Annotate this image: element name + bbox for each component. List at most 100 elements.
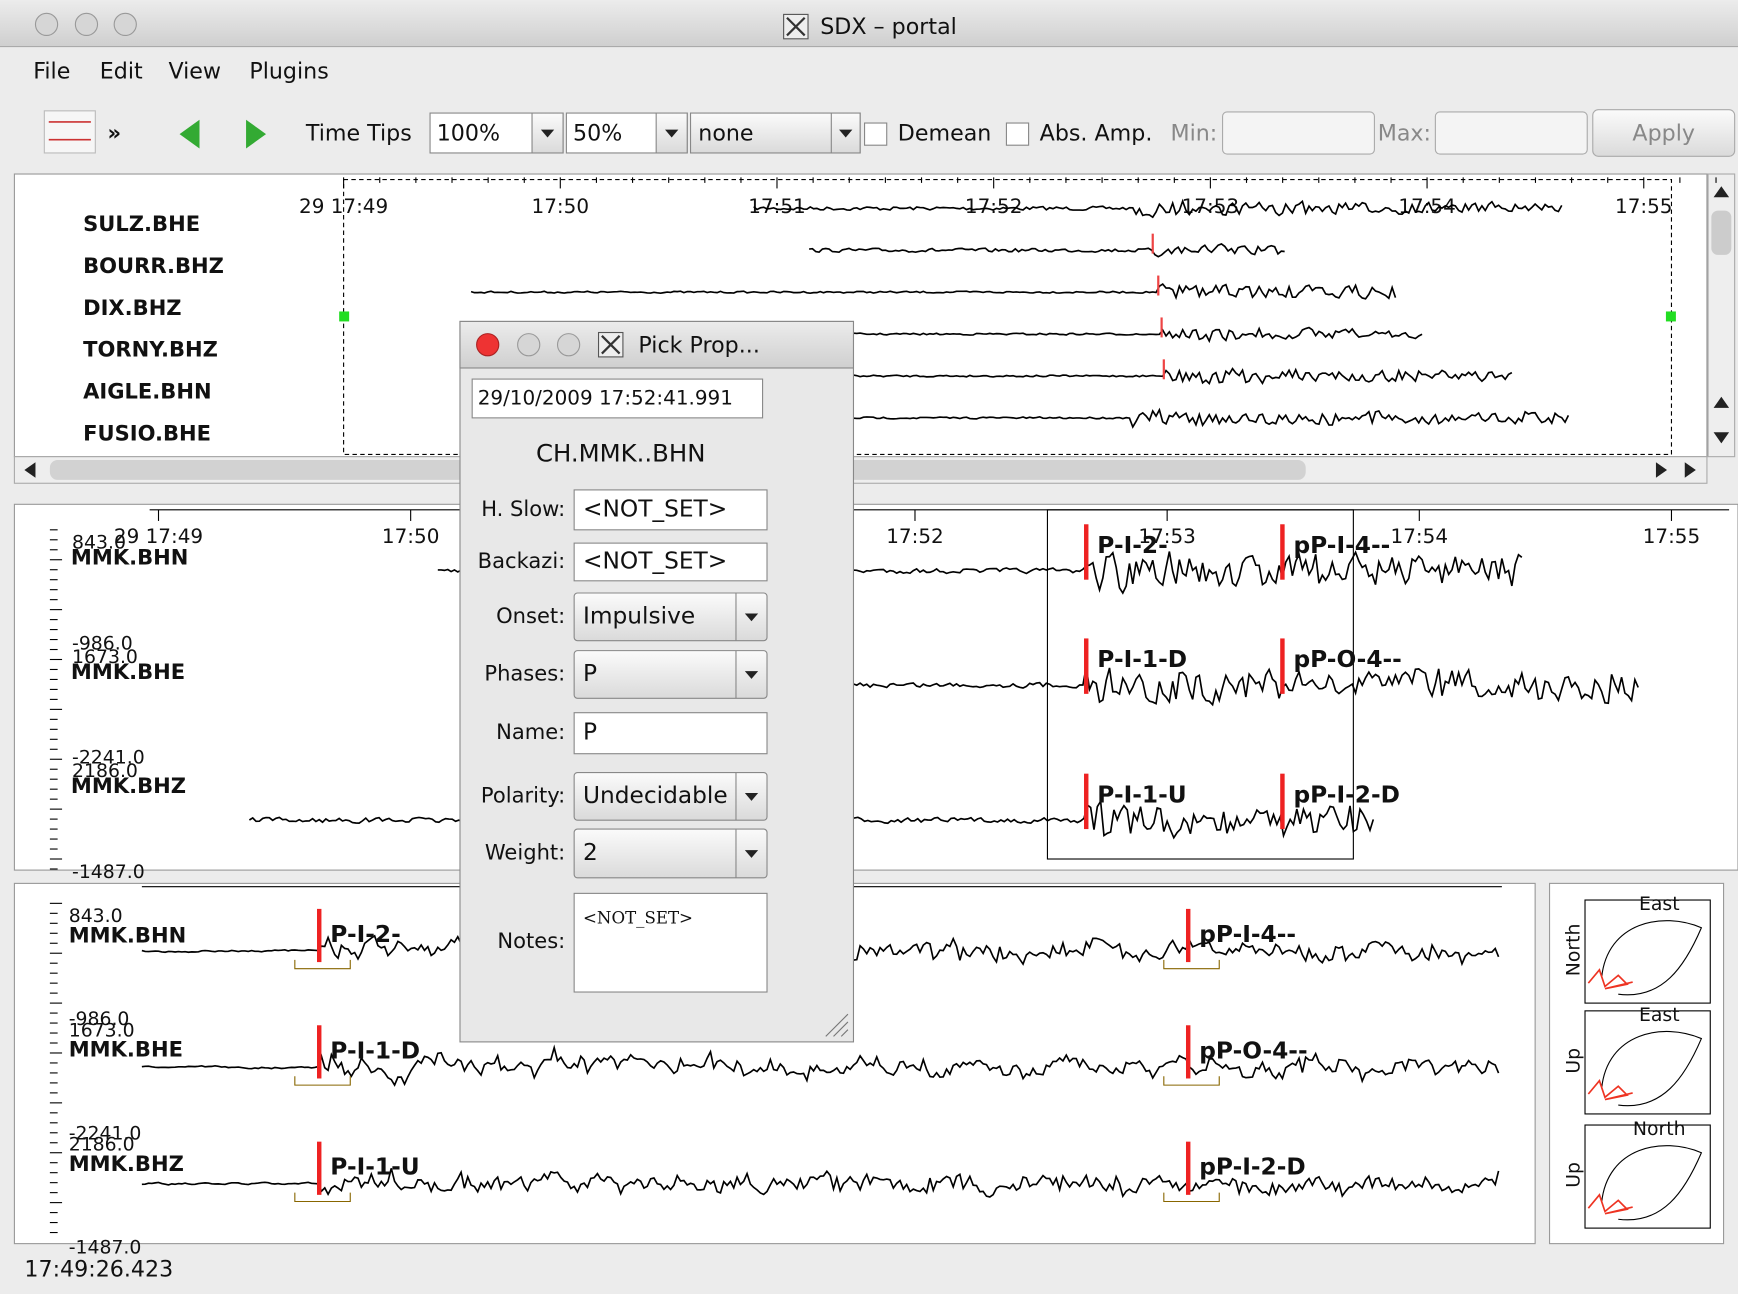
pick-marker[interactable] [1084, 773, 1089, 830]
dialog-close[interactable] [476, 333, 500, 357]
text-field[interactable] [573, 892, 768, 993]
arrow-glyph [744, 850, 759, 858]
pick-label: P-I-1-U [1097, 781, 1186, 808]
menu-item[interactable]: Plugins [249, 59, 328, 85]
pick-label: P-I-1-U [330, 1154, 419, 1181]
close-button[interactable] [34, 12, 59, 37]
text-field[interactable] [573, 712, 768, 755]
overview-panel[interactable] [13, 173, 1708, 458]
pm-x-label: North [1633, 1119, 1686, 1140]
menu-item[interactable]: Edit [100, 59, 143, 85]
waveform [470, 282, 1397, 301]
field-value: <NOT_SET> [583, 547, 727, 574]
pm-x-label: East [1639, 894, 1680, 915]
layout-icon[interactable] [43, 110, 96, 154]
pick-label: P-I-1-D [1097, 646, 1187, 673]
prev-button[interactable] [179, 119, 200, 149]
amp-max: 843.0 [72, 533, 126, 554]
trace-name: MMK.BHN [71, 545, 188, 570]
pick-label: P-I-2- [1097, 532, 1167, 559]
text-field[interactable] [573, 489, 768, 531]
pick-label: pP-I-2-D [1199, 1154, 1305, 1181]
arrow-glyph [665, 129, 679, 138]
demean-checkbox[interactable] [863, 122, 888, 146]
pick-properties-dialog: Pick Prop... 29/10/2009 17:52:41.991 CH.… [459, 320, 855, 1043]
max-field[interactable] [1434, 111, 1588, 155]
pm-onset [1587, 1193, 1633, 1215]
abs-amp-label: Abs. Amp. [1040, 121, 1153, 147]
combo-box[interactable] [573, 772, 768, 821]
pm-onset [1587, 1079, 1633, 1101]
time-label: 17:53 [1138, 524, 1195, 548]
pm-box [1584, 899, 1711, 1004]
waveform [853, 326, 1423, 344]
time-field[interactable] [471, 378, 764, 419]
combo-box[interactable] [573, 828, 768, 879]
pm-curve [1601, 1031, 1703, 1107]
pick-marker[interactable] [1185, 908, 1191, 963]
pick-marker[interactable] [317, 908, 322, 963]
pick-marker[interactable] [1084, 524, 1089, 580]
amp-max: 1673.0 [69, 1020, 135, 1041]
field-label: Polarity: [481, 782, 565, 807]
text-field[interactable] [573, 542, 768, 582]
field-value: <NOT_SET> [583, 495, 727, 522]
scroll-thumb[interactable] [1711, 210, 1732, 255]
minimize-button[interactable] [74, 12, 99, 37]
pick-marker[interactable] [1084, 638, 1089, 694]
demean-label: Demean [898, 121, 992, 147]
field-value: Impulsive [583, 602, 695, 629]
overflow[interactable]: » [108, 120, 122, 145]
pm-y-label: Up [1563, 1162, 1584, 1188]
pick-marker[interactable] [317, 1025, 322, 1079]
status-text: 17:49:26.423 [24, 1257, 173, 1283]
pm-y-label: Up [1563, 1048, 1584, 1074]
pick-marker[interactable] [1280, 524, 1285, 580]
resize-grip[interactable] [825, 1013, 849, 1037]
time-tips-label: Time Tips [305, 121, 412, 147]
pick-marker[interactable] [317, 1141, 322, 1195]
next-button[interactable] [246, 119, 267, 149]
resize-handle[interactable] [1665, 311, 1676, 322]
pick-label: P-I-1-D [330, 1037, 420, 1064]
field-value: P [583, 660, 597, 687]
pick-label: pP-I-2-D [1294, 781, 1400, 808]
menu-item[interactable]: View [168, 59, 221, 85]
menu-item[interactable]: File [33, 59, 70, 85]
zoom-button[interactable] [113, 12, 137, 37]
pick-marker[interactable] [1185, 1025, 1191, 1079]
amp-min: -1487.0 [72, 862, 145, 883]
arrow-glyph [540, 129, 555, 138]
abs-amp-checkbox[interactable] [1005, 122, 1030, 146]
toolbar: » Time Tips 100% 50% none Demean Abs. Am… [43, 109, 1736, 157]
resize-handle[interactable] [339, 311, 350, 322]
combo-box[interactable] [573, 650, 768, 699]
pick-marker[interactable] [1185, 1141, 1191, 1195]
arrow-glyph [744, 671, 759, 679]
dialog-minimize[interactable] [517, 333, 541, 357]
pick-marker[interactable] [1280, 638, 1285, 694]
min-field[interactable] [1222, 111, 1375, 155]
field-value: <NOT_SET> [583, 908, 693, 927]
dialog-zoom[interactable] [556, 333, 581, 357]
combo-box[interactable] [573, 592, 768, 642]
apply-button[interactable] [1592, 109, 1736, 157]
channel: CH.MMK..BHN [536, 438, 706, 467]
field-value: Undecidable [583, 782, 728, 809]
amp-min: -986.0 [72, 633, 133, 654]
waveform [809, 243, 1285, 258]
amp-max: 2186.0 [72, 761, 138, 782]
pick-marker[interactable] [1280, 773, 1285, 830]
amp-max: 843.0 [69, 906, 123, 927]
waveform [141, 1044, 1500, 1087]
time-label: 17:50 [382, 524, 439, 548]
field-label: Backazi: [478, 548, 566, 573]
station-label: BOURR.BHZ [83, 253, 224, 278]
trace-name: MMK.BHZ [69, 1151, 184, 1176]
title-bar [0, 0, 1738, 47]
min-label: Min: [1170, 121, 1217, 147]
zoom-panel[interactable] [13, 503, 1738, 871]
pick-bracket [1163, 1192, 1220, 1203]
waveform [853, 407, 1570, 429]
